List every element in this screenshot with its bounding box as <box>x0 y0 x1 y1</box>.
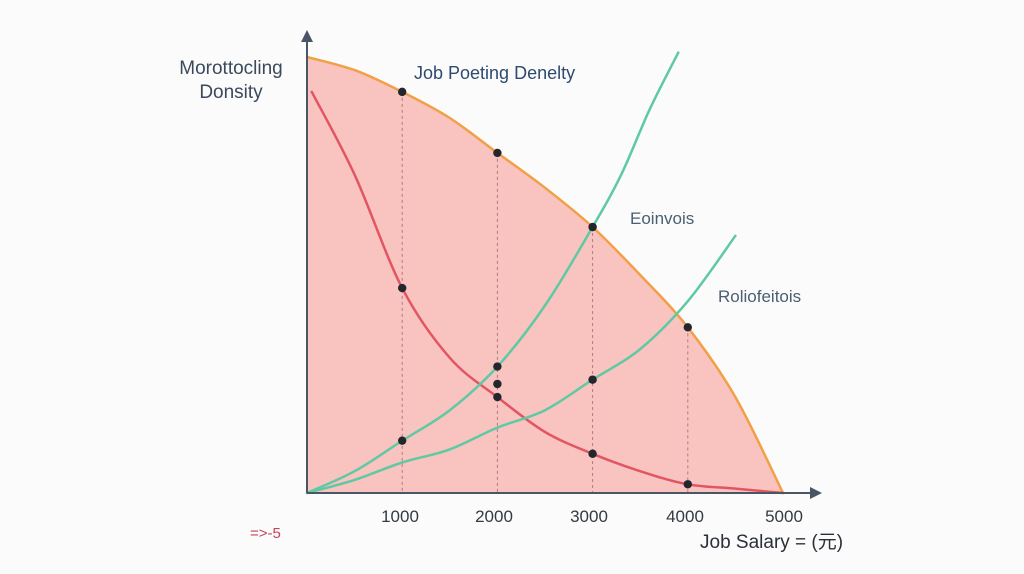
x-axis-label: Job Salary = (元) <box>700 532 843 553</box>
data-point-s0-3 <box>683 323 692 332</box>
data-point-s0-0 <box>398 87 407 97</box>
data-point-s1-2 <box>588 449 597 458</box>
data-point-s3-0 <box>493 379 502 389</box>
data-point-s1-1 <box>493 392 502 402</box>
x-tick-label-2000: 2000 <box>475 507 513 526</box>
data-point-s2-2 <box>588 222 597 232</box>
x-axis-arrow <box>810 487 822 499</box>
series-label-eoinvois: Eoinvois <box>630 209 694 228</box>
data-point-s1-0 <box>398 283 407 293</box>
series-line-2 <box>305 51 680 495</box>
area-layer <box>307 57 783 493</box>
y-axis-label-line1: Morottocling <box>179 58 283 79</box>
area-fill <box>307 57 783 493</box>
y-axis-arrow <box>301 30 313 42</box>
series-label-roliofeitois: Roliofeitois <box>718 287 801 306</box>
x-tick-labels: 1000 2000 3000 4000 5000 <box>381 507 803 526</box>
data-markers <box>398 87 692 489</box>
data-point-s2-0 <box>398 436 407 445</box>
data-point-s3-1 <box>588 375 597 384</box>
chart-title: Job Poeting Denelty <box>414 63 575 83</box>
guide-lines <box>401 91 689 493</box>
x-tick-label-3000: 3000 <box>570 507 608 526</box>
corner-mark: =>-5 <box>250 525 281 542</box>
data-point-s1-3 <box>683 480 692 489</box>
x-tick-label-1000: 1000 <box>381 507 419 526</box>
series-line-0 <box>305 55 785 495</box>
data-point-s0-1 <box>493 148 502 158</box>
x-tick-label-4000: 4000 <box>666 507 704 526</box>
data-point-s2-1 <box>493 362 502 371</box>
series-line-3 <box>305 234 737 495</box>
series-lines <box>305 51 785 495</box>
series-line-1 <box>310 90 785 495</box>
x-tick-label-5000: 5000 <box>765 507 803 526</box>
y-axis-label-line2: Donsity <box>199 82 263 103</box>
